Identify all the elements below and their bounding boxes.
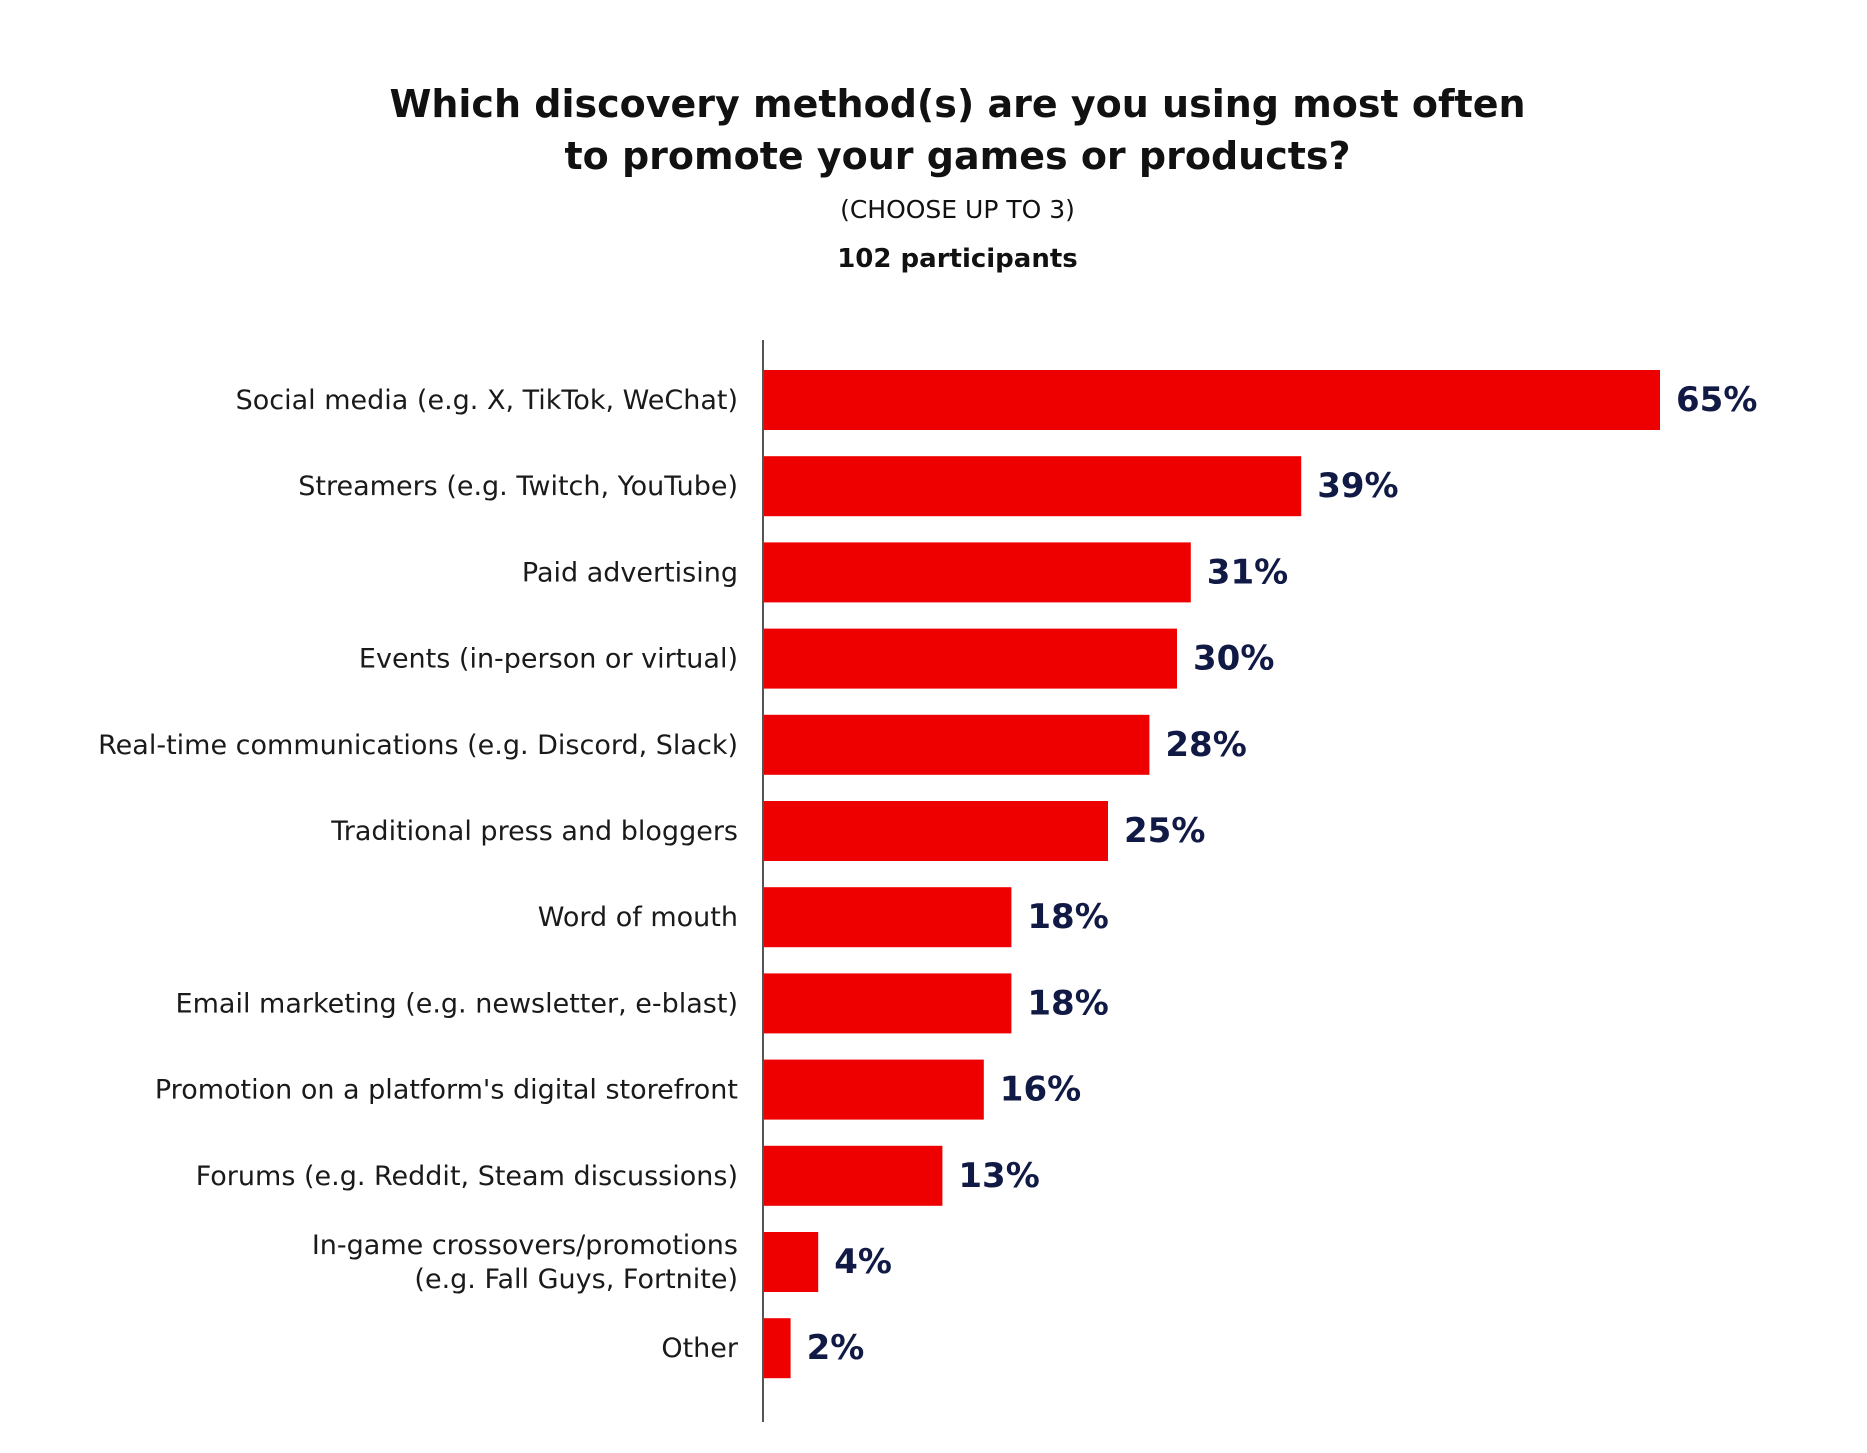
category-label-line: (e.g. Fall Guys, Fortnite) <box>414 1264 738 1295</box>
category-label-line: Social media (e.g. X, TikTok, WeChat) <box>236 385 738 416</box>
category-label-line: Other <box>661 1333 739 1364</box>
value-label: 31% <box>1207 552 1288 592</box>
category-label-line: Paid advertising <box>522 557 738 588</box>
bar <box>763 801 1108 861</box>
value-label: 16% <box>1000 1070 1081 1110</box>
bar <box>763 628 1177 689</box>
value-label: 18% <box>1027 897 1108 937</box>
category-label-line: Forums (e.g. Reddit, Steam discussions) <box>196 1160 738 1191</box>
category-label: Promotion on a platform's digital storef… <box>155 1074 738 1105</box>
category-label-line: In-game crossovers/promotions <box>312 1230 738 1261</box>
category-label: Streamers (e.g. Twitch, YouTube) <box>298 471 738 502</box>
category-label-line: Email marketing (e.g. newsletter, e-blas… <box>176 988 738 1019</box>
bar <box>763 1318 791 1379</box>
chart-title-line-2: to promote your games or products? <box>564 134 1351 178</box>
value-label: 25% <box>1124 811 1205 851</box>
category-label: Word of mouth <box>538 902 738 933</box>
category-label-line: Traditional press and bloggers <box>330 816 738 847</box>
category-label-line: Streamers (e.g. Twitch, YouTube) <box>298 471 738 502</box>
category-label: Real-time communications (e.g. Discord, … <box>98 729 738 760</box>
bar <box>763 887 1012 948</box>
bar <box>763 370 1660 430</box>
bar <box>763 1232 819 1292</box>
category-labels-group: Social media (e.g. X, TikTok, WeChat) Str… <box>98 385 739 1364</box>
category-label: Traditional press and bloggers <box>330 816 738 847</box>
category-label: Email marketing (e.g. newsletter, e-blas… <box>176 988 738 1019</box>
category-label-line: Real-time communications (e.g. Discord, … <box>98 729 738 760</box>
bar <box>763 1145 943 1206</box>
value-label: 30% <box>1193 639 1274 679</box>
category-label-line: Word of mouth <box>538 902 738 933</box>
bar <box>763 542 1191 603</box>
chart-subtitle: (CHOOSE UP TO 3) <box>840 195 1075 224</box>
category-label: Paid advertising <box>522 557 738 588</box>
value-label: 28% <box>1165 725 1246 765</box>
category-label: Events (in-person or virtual) <box>359 643 738 674</box>
bar <box>763 1059 984 1120</box>
value-label: 65% <box>1676 380 1757 420</box>
participants-count: 102 participants <box>837 244 1078 274</box>
bar <box>763 456 1302 517</box>
chart-title-line-1: Which discovery method(s) are you using … <box>389 82 1526 126</box>
value-label: 39% <box>1317 466 1398 506</box>
category-label: Other <box>661 1333 739 1364</box>
category-label-line: Promotion on a platform's digital storef… <box>155 1074 738 1105</box>
bars-group <box>763 370 1660 1379</box>
category-label: Forums (e.g. Reddit, Steam discussions) <box>196 1160 738 1191</box>
value-label: 4% <box>834 1242 892 1282</box>
bar <box>763 714 1150 775</box>
category-label: Social media (e.g. X, TikTok, WeChat) <box>236 385 738 416</box>
value-label: 13% <box>958 1156 1039 1196</box>
chart-title: Which discovery method(s) are you using … <box>0 78 1867 182</box>
value-labels-group: 65% 39% 31% 30% 28% 25% 18% 18% 16% 13% 4% 2% <box>807 380 1758 1368</box>
bar <box>763 973 1012 1034</box>
value-label: 2% <box>807 1328 865 1368</box>
category-label-line: Events (in-person or virtual) <box>359 643 738 674</box>
category-label: In-game crossovers/promotions (e.g. Fall … <box>312 1230 738 1295</box>
value-label: 18% <box>1027 983 1108 1023</box>
